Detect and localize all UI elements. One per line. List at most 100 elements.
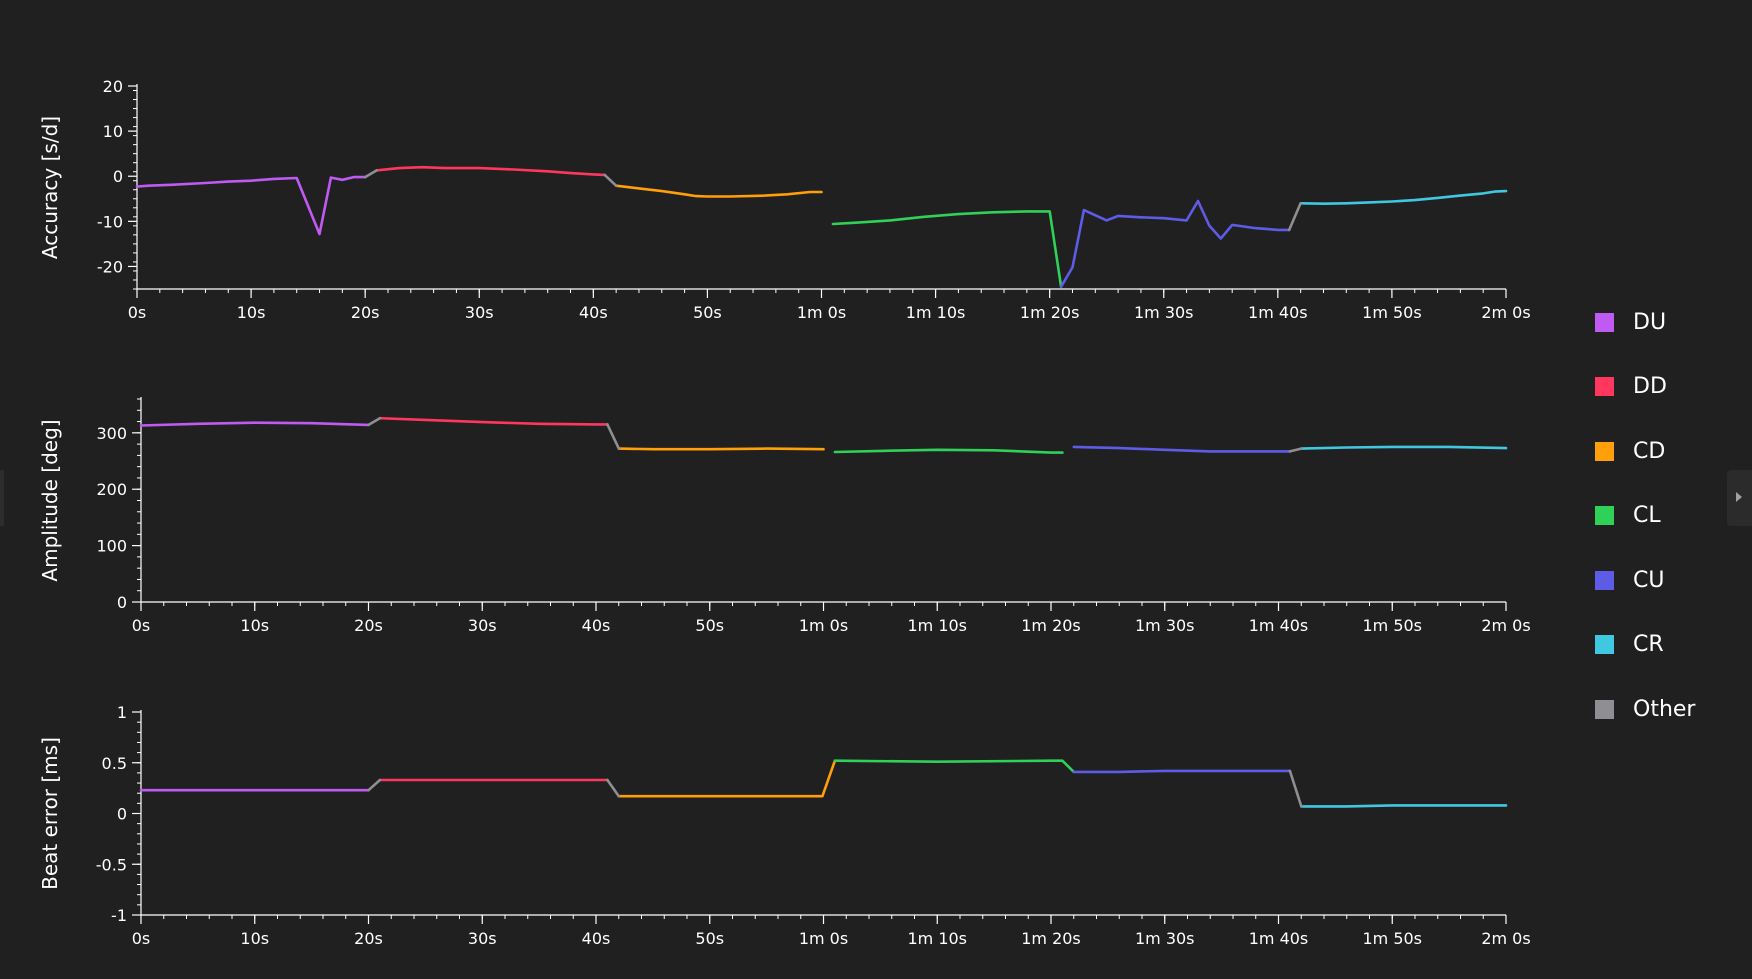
- x-tick-label: 0s: [132, 616, 151, 635]
- amplitude-chart: 300 200 100 0 0s 10s 20s 30s 40s 50s 1m 0s 1m 10s 1m…: [38, 397, 1531, 635]
- series-line-cl: [831, 210, 1063, 289]
- series-line-cd: [617, 447, 825, 451]
- y-tick-label: -0.5: [96, 855, 127, 874]
- series-line-cr: [1300, 804, 1508, 808]
- y-tick-label: 0.5: [102, 754, 127, 773]
- amplitude-y-axis-title: Amplitude [deg]: [38, 419, 62, 581]
- x-tick-label: 10s: [240, 616, 269, 635]
- x-tick-label: 0s: [132, 929, 151, 948]
- x-tick-label: 0s: [128, 303, 147, 322]
- x-tick-label: 1m 20s: [1021, 929, 1081, 948]
- y-tick-label: 0: [117, 593, 127, 612]
- legend-item-cu[interactable]: CU: [1595, 548, 1695, 613]
- legend-label-cl: CL: [1633, 503, 1661, 529]
- y-tick-label: 20: [103, 77, 123, 96]
- y-tick-label: 1: [117, 703, 127, 722]
- legend-label-cd: CD: [1633, 438, 1666, 464]
- y-tick-label: -10: [97, 212, 123, 231]
- x-tick-label: 1m 40s: [1248, 303, 1308, 322]
- y-tick-label: 0: [117, 805, 127, 824]
- x-tick-label: 40s: [582, 616, 611, 635]
- x-tick-label: 1m 20s: [1021, 616, 1081, 635]
- x-tick-label: 30s: [465, 303, 494, 322]
- series-line-cu: [1072, 445, 1292, 453]
- legend-label-cu: CU: [1633, 567, 1665, 593]
- beat-error-chart: 1 0.5 0 -0.5 -1 0s 10s 20s 30s 40s 50s 1m 0s 1m 10s 1…: [38, 703, 1531, 948]
- series-line-other: [1288, 447, 1303, 453]
- x-tick-label: 20s: [354, 616, 383, 635]
- x-tick-label: 20s: [354, 929, 383, 948]
- y-tick-label: 10: [103, 122, 123, 141]
- x-tick-label: 1m 50s: [1362, 616, 1422, 635]
- series-line-other: [603, 173, 618, 187]
- x-tick-label: 1m 20s: [1020, 303, 1080, 322]
- y-tick-label: -20: [97, 257, 123, 276]
- x-tick-label: 40s: [582, 929, 611, 948]
- beat-error-y-axis-title: Beat error [ms]: [38, 737, 62, 890]
- x-tick-label: 1m 30s: [1135, 929, 1195, 948]
- legend-swatch-cl: [1595, 506, 1614, 526]
- x-tick-label: 50s: [693, 303, 722, 322]
- y-tick-label: -1: [111, 906, 127, 925]
- x-tick-label: 30s: [468, 616, 497, 635]
- right-panel-toggle[interactable]: [1727, 470, 1752, 526]
- series-line-dd: [375, 165, 607, 177]
- legend-item-cr[interactable]: CR: [1595, 613, 1695, 678]
- legend-label-cr: CR: [1633, 632, 1664, 658]
- x-tick-label: 10s: [237, 303, 266, 322]
- x-tick-label: 2m 0s: [1481, 303, 1530, 322]
- x-tick-label: 1m 0s: [797, 303, 846, 322]
- series-line-other: [363, 169, 378, 179]
- series-line-other: [606, 423, 621, 450]
- series-line-other: [367, 416, 382, 427]
- legend-item-cd[interactable]: CD: [1595, 419, 1695, 484]
- legend-item-dd[interactable]: DD: [1595, 355, 1695, 420]
- x-tick-label: 30s: [468, 929, 497, 948]
- x-tick-label: 40s: [579, 303, 608, 322]
- legend-swatch-other: [1595, 699, 1614, 719]
- legend: DU DD CD CL CU CR Other: [1595, 290, 1695, 742]
- x-tick-label: 1m 40s: [1249, 616, 1309, 635]
- legend-swatch-cd: [1595, 441, 1614, 461]
- accuracy-chart: 20 10 0 -10 -20 0s 10s 20s 30s 40s 50s 1m 0s 1m 10s 1…: [38, 77, 1531, 322]
- left-panel-handle[interactable]: [0, 470, 4, 526]
- x-tick-label: 50s: [695, 616, 724, 635]
- legend-item-cl[interactable]: CL: [1595, 484, 1695, 549]
- x-tick-label: 1m 0s: [799, 616, 848, 635]
- series-line-cl: [833, 448, 1064, 454]
- series-line-du: [139, 421, 370, 427]
- legend-label-du: DU: [1633, 309, 1667, 335]
- series-line-cl: [833, 759, 1076, 774]
- x-tick-label: 50s: [695, 929, 724, 948]
- legend-swatch-du: [1595, 312, 1614, 332]
- x-tick-label: 1m 0s: [799, 929, 848, 948]
- series-line-other: [1288, 769, 1303, 808]
- series-line-other: [606, 778, 621, 798]
- y-tick-label: 0: [113, 167, 123, 186]
- chevron-right-icon: [1736, 492, 1742, 502]
- accuracy-y-axis-title: Accuracy [s/d]: [38, 116, 62, 259]
- series-line-cd: [614, 184, 823, 198]
- series-line-cr: [1300, 445, 1508, 450]
- legend-item-other[interactable]: Other: [1595, 677, 1695, 742]
- x-tick-label: 1m 50s: [1362, 929, 1422, 948]
- legend-label-dd: DD: [1633, 374, 1667, 400]
- x-tick-label: 10s: [240, 929, 269, 948]
- series-line-dd: [378, 416, 609, 426]
- y-tick-label: 100: [96, 537, 127, 556]
- x-tick-label: 1m 50s: [1362, 303, 1422, 322]
- x-tick-label: 1m 10s: [907, 929, 967, 948]
- x-tick-label: 2m 0s: [1481, 616, 1530, 635]
- series-line-du: [135, 175, 367, 236]
- series-line-other: [1287, 202, 1302, 232]
- legend-label-other: Other: [1633, 696, 1696, 722]
- series-line-cr: [1299, 189, 1508, 205]
- series-line-cu: [1059, 199, 1291, 289]
- x-tick-label: 1m 40s: [1249, 929, 1309, 948]
- x-tick-label: 20s: [351, 303, 380, 322]
- x-tick-label: 2m 0s: [1481, 929, 1530, 948]
- series-line-other: [367, 778, 382, 792]
- x-tick-label: 1m 30s: [1135, 616, 1195, 635]
- legend-swatch-cr: [1595, 635, 1614, 655]
- legend-item-du[interactable]: DU: [1595, 290, 1695, 355]
